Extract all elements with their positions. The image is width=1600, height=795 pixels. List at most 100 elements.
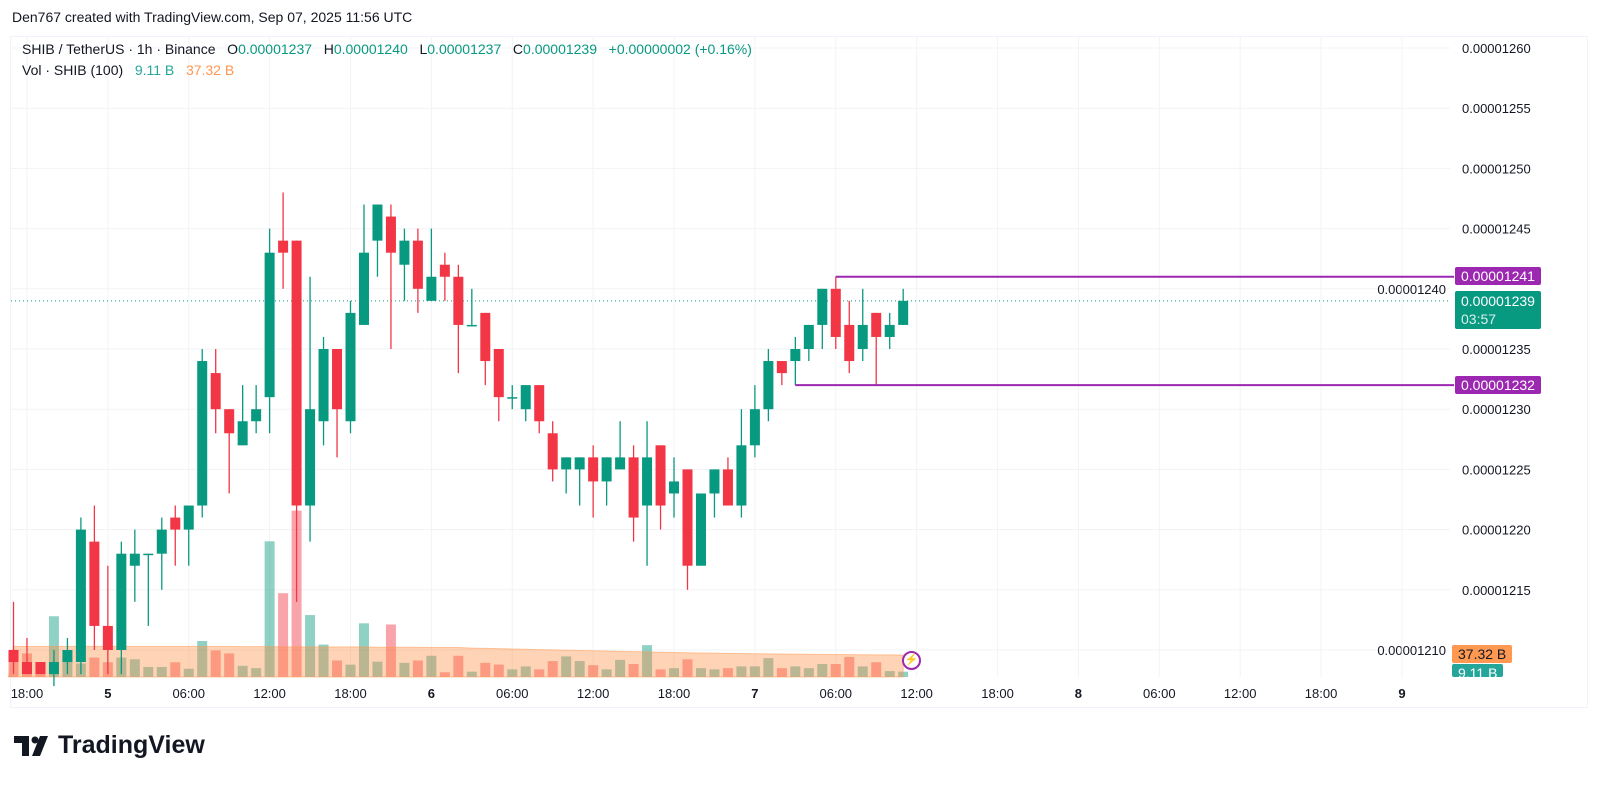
volume-axis-label: 9.11 B — [1452, 664, 1504, 677]
chart-frame — [10, 36, 1588, 708]
time-tick-label: 12:00 — [253, 686, 286, 701]
candle-up — [466, 324, 477, 327]
candle-down — [493, 349, 504, 398]
volume-bar — [615, 659, 626, 677]
high-value: 0.00001240 — [333, 41, 408, 57]
candle-down — [385, 216, 396, 253]
volume-bar — [264, 541, 275, 677]
volume-bar — [237, 665, 248, 677]
volume-value: 9.11 B — [134, 62, 175, 78]
volume-bar — [588, 665, 599, 677]
volume-bar — [385, 624, 396, 677]
tradingview-logo[interactable]: TradingView — [14, 731, 205, 760]
candle-up — [642, 457, 653, 506]
time-tick-label: 18:00 — [658, 686, 691, 701]
candle-up — [669, 481, 680, 494]
candle-up — [803, 324, 814, 349]
candle-up — [372, 204, 383, 241]
candle-down — [278, 240, 289, 253]
time-tick-label: 18:00 — [11, 686, 44, 701]
candle-down — [655, 445, 666, 506]
candle-up — [129, 553, 140, 566]
volume-bar — [776, 668, 787, 677]
candle-down — [21, 662, 32, 675]
candle-up — [197, 361, 208, 506]
volume-bar — [412, 660, 423, 677]
brand-name: TradingView — [58, 731, 205, 759]
candle-up — [345, 312, 356, 422]
price-tick-label: 0.00001255 — [1462, 101, 1531, 116]
volume-bar — [857, 666, 868, 677]
price-tick-label: 0.00001225 — [1462, 462, 1531, 477]
volume-bar — [736, 666, 747, 677]
volume-bar — [197, 641, 208, 677]
volume-bar — [439, 672, 450, 677]
candle-down — [480, 312, 491, 362]
time-tick-label: 6 — [428, 686, 435, 701]
time-tick-label: 18:00 — [1305, 686, 1338, 701]
volume-bar — [642, 645, 653, 677]
low-label: L — [419, 41, 428, 57]
candle-down — [210, 373, 221, 410]
volume-bar — [709, 669, 720, 677]
volume-bar — [682, 659, 693, 677]
candle-up — [251, 409, 262, 422]
price-tick-label: 0.00001240 — [1377, 282, 1446, 297]
candle-up — [318, 349, 329, 422]
candle-down — [453, 276, 464, 325]
price-tick-label: 0.00001260 — [1462, 41, 1531, 56]
time-tick-label: 06:00 — [820, 686, 853, 701]
tradingview-logo-icon — [14, 735, 48, 756]
volume-ma-axis-label: 37.32 B — [1452, 645, 1513, 663]
volume-bar — [399, 662, 410, 677]
candle-up — [399, 240, 410, 265]
volume-bar — [426, 655, 437, 677]
candle-up — [237, 421, 248, 446]
event-marker[interactable]: ⚡ — [902, 651, 921, 670]
volume-ma-area — [7, 645, 904, 678]
candle-down — [332, 349, 343, 410]
candle-up — [358, 252, 369, 325]
candle-down — [534, 385, 545, 422]
candle-up — [898, 300, 909, 325]
volume-bar — [345, 664, 356, 677]
volume-bar — [156, 666, 167, 677]
candle-up — [62, 650, 73, 663]
volume-bar — [749, 666, 760, 677]
candle-up — [75, 529, 86, 663]
volume-bar — [466, 671, 477, 677]
volume-bar — [601, 669, 612, 677]
candle-up — [116, 553, 127, 650]
price-tick-label: 0.00001235 — [1462, 342, 1531, 357]
volume-bar — [129, 659, 140, 677]
volume-bar — [318, 644, 329, 677]
candle-up — [749, 409, 760, 446]
volume-bar — [561, 656, 572, 677]
candle-up — [143, 553, 154, 556]
bar-countdown: 03:57 — [1461, 311, 1497, 327]
candle-up — [857, 324, 868, 349]
symbol-title[interactable]: SHIB / TetherUS · 1h · Binance — [22, 41, 216, 57]
candle-down — [89, 541, 100, 626]
volume-bar — [871, 662, 882, 677]
candle-up — [561, 457, 572, 470]
volume-title[interactable]: Vol · SHIB (100) — [22, 62, 124, 78]
price-tick-label: 0.00001220 — [1462, 523, 1531, 538]
candle-up — [574, 457, 585, 470]
volume-bar — [372, 661, 383, 677]
time-tick-label: 12:00 — [1224, 686, 1257, 701]
volume-bar — [817, 664, 828, 677]
chart-credit: Den767 created with TradingView.com, Sep… — [12, 9, 413, 25]
volume-bar — [628, 664, 639, 677]
price-tick-label: 0.00001250 — [1462, 161, 1531, 176]
candle-up — [601, 457, 612, 482]
candle-up — [817, 288, 828, 325]
volume-bar — [803, 668, 814, 677]
volume-bar — [763, 658, 774, 677]
last-price-label: 0.00001239 03:57 — [1455, 291, 1541, 329]
volume-bar — [332, 660, 343, 677]
volume-bar — [695, 668, 706, 677]
time-tick-label: 12:00 — [900, 686, 933, 701]
candle-down — [628, 457, 639, 518]
